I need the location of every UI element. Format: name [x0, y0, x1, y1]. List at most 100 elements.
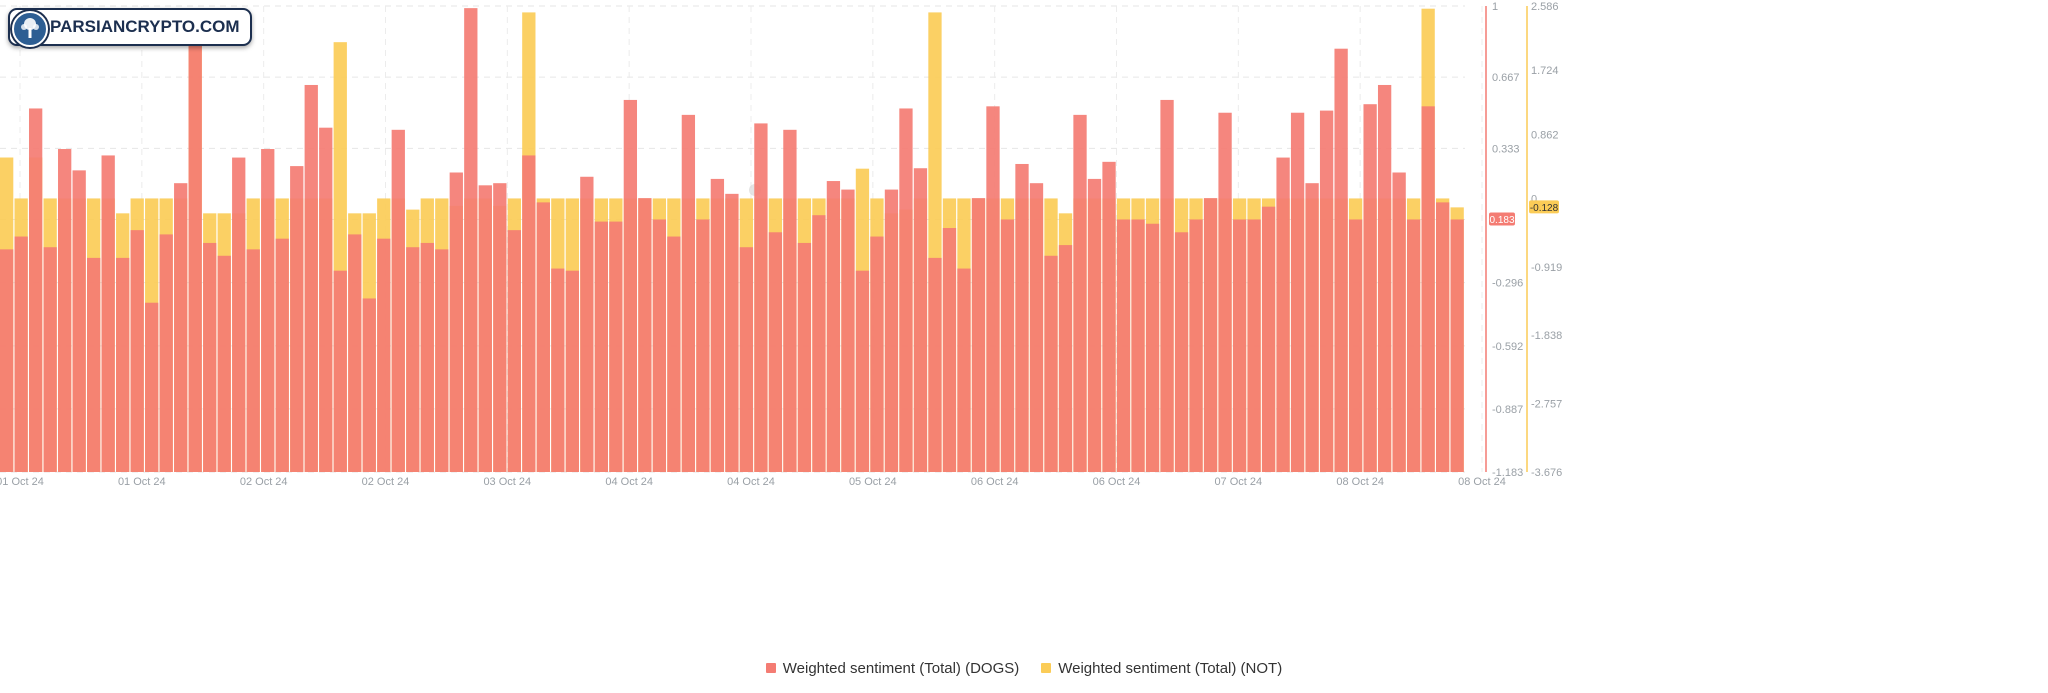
dogs-bar [942, 228, 957, 472]
dogs-last-value: 0.183 [1489, 215, 1514, 226]
dogs-bar [1174, 232, 1189, 472]
dogs-bar [1203, 198, 1218, 472]
tree-coin-icon [12, 11, 48, 47]
right-axis-ticks: 2.586 1.724 0.862 0 -0.919 -1.838 -2.757 -3.676 [1531, 1, 1562, 479]
dogs-bar [1145, 223, 1160, 472]
left-axis-tick: -1.183 [1492, 467, 1523, 479]
right-axis-tick: 2.586 [1531, 1, 1559, 13]
dogs-bar [609, 221, 623, 472]
dogs-bar [1160, 99, 1174, 473]
dogs-bar [1015, 163, 1029, 472]
dogs-bar [696, 219, 710, 472]
dogs-bar [188, 44, 202, 473]
legend-item-dogs[interactable]: Weighted sentiment (Total) (DOGS) [765, 659, 1020, 677]
x-axis-tick: 06 Oct 24 [971, 476, 1019, 488]
right-axis-tick: 0.862 [1531, 129, 1559, 141]
dogs-bar [1334, 48, 1348, 472]
dogs-bar [884, 189, 899, 472]
dogs-bar [638, 198, 652, 472]
dogs-bar [43, 247, 57, 472]
dogs-bar [754, 123, 768, 472]
dogs-bar [667, 236, 681, 472]
dogs-bar [1232, 219, 1247, 472]
dogs-bar [1189, 219, 1203, 472]
dogs-bar [406, 247, 420, 472]
dogs-bar [14, 236, 28, 472]
dogs-bars [0, 8, 1464, 473]
dogs-bar [101, 155, 115, 472]
dogs-bar [261, 149, 275, 472]
dogs-bar [725, 193, 739, 472]
dogs-bar [58, 149, 72, 472]
chart-legend: Weighted sentiment (Total) (DOGS) Weight… [0, 656, 2048, 680]
dogs-bar [377, 238, 391, 472]
dogs-bar [913, 168, 928, 473]
dogs-bar [1131, 219, 1145, 472]
dogs-bar [1392, 172, 1406, 472]
dogs-bar [0, 249, 14, 472]
dogs-bar [290, 166, 304, 472]
legend-item-not[interactable]: Weighted sentiment (Total) (NOT) [1041, 660, 1282, 677]
dogs-bar [855, 270, 870, 472]
left-axis-tick: -0.296 [1492, 278, 1523, 290]
dogs-bar [1058, 245, 1073, 472]
dogs-bar [1000, 219, 1015, 472]
dogs-bar [710, 178, 725, 472]
dogs-bar [870, 236, 884, 472]
brand-name: PARSIANCRYPTO.COM [50, 17, 240, 36]
right-axis-tick: -0.919 [1531, 262, 1562, 274]
dogs-bar [1450, 219, 1464, 472]
x-axis-tick: 03 Oct 24 [483, 476, 531, 488]
left-axis-tick: 0.667 [1492, 72, 1520, 84]
dogs-bar [623, 99, 638, 473]
dogs-bar [826, 181, 841, 473]
dogs-bar [1247, 219, 1261, 472]
dogs-bar [841, 189, 855, 472]
dogs-bar [1305, 183, 1319, 472]
legend-swatch-dogs [765, 663, 776, 673]
legend-label-dogs: Weighted sentiment (Total) (DOGS) [782, 659, 1020, 677]
dogs-bar [159, 234, 173, 472]
dogs-bar [29, 108, 43, 473]
dogs-bar [1406, 219, 1421, 472]
dogs-bar [1319, 110, 1334, 472]
left-axis-tick: -0.592 [1492, 341, 1523, 353]
dogs-bar [348, 234, 362, 472]
dogs-bar [681, 114, 696, 473]
dogs-bar [1435, 202, 1450, 472]
sentiment-chart: 1 0.667 0.333 0 -0.296 -0.592 -0.887 -1.183 2.5… [0, 1, 1562, 488]
dogs-bar [1377, 84, 1392, 472]
dogs-bar [391, 129, 405, 472]
legend-swatch-not [1041, 663, 1052, 673]
dogs-bar [812, 215, 826, 472]
dogs-bar [797, 242, 812, 472]
dogs-bar [362, 298, 376, 472]
dogs-bar [478, 185, 492, 472]
dogs-bar [174, 183, 188, 472]
dogs-bar [464, 8, 478, 472]
dogs-bar [551, 268, 565, 472]
x-axis-tick: 01 Oct 24 [0, 476, 44, 488]
dogs-bar [1102, 161, 1116, 472]
dogs-last-value-badge [1489, 212, 1515, 226]
x-axis-tick: 01 Oct 24 [118, 476, 166, 488]
dogs-bar [1276, 157, 1290, 472]
dogs-bar [957, 268, 971, 472]
dogs-bar [971, 198, 986, 472]
dogs-bar [1087, 178, 1102, 472]
value-badges: 0.183 -0.128 [1489, 200, 1559, 226]
left-axis-tick: 0.333 [1492, 143, 1520, 155]
left-axis-tick: 1 [1492, 1, 1498, 13]
x-axis-tick: 08 Oct 24 [1336, 476, 1384, 488]
dogs-bar [1261, 206, 1276, 472]
brand-logo[interactable]: PARSIANCRYPTO.COM [8, 8, 252, 47]
dogs-bar [493, 183, 507, 472]
x-axis-tick: 04 Oct 24 [605, 476, 653, 488]
right-axis-tick: -1.838 [1531, 330, 1562, 342]
right-axis-tick: 0 [1531, 193, 1537, 205]
dogs-bar [1116, 219, 1131, 472]
dogs-bar [1044, 255, 1058, 472]
dogs-bar [87, 257, 101, 472]
dogs-bar [449, 172, 463, 472]
dogs-bar [1363, 104, 1377, 472]
